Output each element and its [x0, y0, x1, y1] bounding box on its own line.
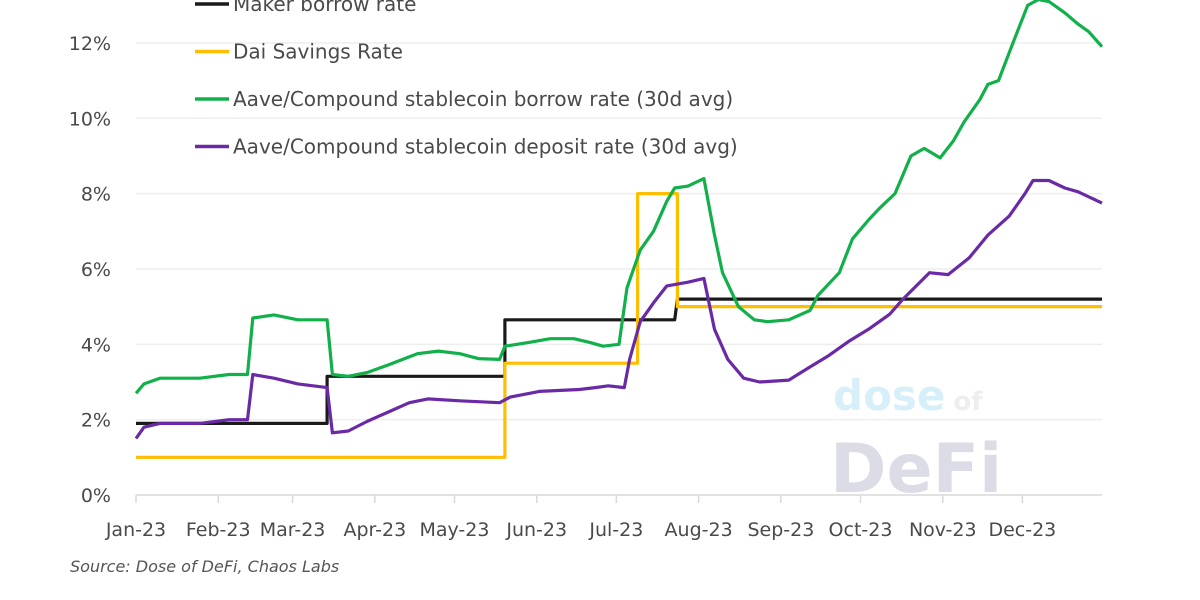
gridlines — [136, 42, 1102, 421]
legend-label: Dai Savings Rate — [233, 40, 403, 64]
series-line-4 — [134, 178, 1103, 440]
x-tick-label: Jan-23 — [105, 519, 166, 541]
y-tick-label: 8% — [81, 184, 111, 206]
x-tick-label: Jun-23 — [505, 519, 567, 541]
series-line-3 — [134, 0, 1104, 395]
watermark-of: of — [953, 387, 983, 417]
series-line-2 — [136, 192, 1102, 459]
y-tick-label: 2% — [81, 410, 111, 432]
watermark-defi: DeFi — [830, 430, 1002, 509]
legend-label: Aave/Compound stablecoin borrow rate (30… — [233, 87, 733, 111]
x-tick-label: Nov-23 — [909, 519, 977, 541]
x-tick-label: Apr-23 — [344, 519, 407, 541]
x-tick-label: May-23 — [419, 519, 489, 541]
legend-label: Maker borrow rate — [233, 0, 416, 16]
watermark-line1: dose of — [833, 371, 983, 420]
series-lines — [134, 0, 1104, 459]
x-tick-label: Aug-23 — [665, 519, 733, 541]
x-tick-label: Oct-23 — [829, 519, 893, 541]
y-tick-label: 12% — [69, 33, 111, 55]
x-axis: Jan-23 Feb-23 Mar-23 Apr-23 May-23 Jun-23 Jul-… — [105, 494, 1102, 541]
y-tick-label: 4% — [81, 334, 111, 356]
legend-label: Aave/Compound stablecoin deposit rate (3… — [233, 135, 738, 159]
y-tick-label: 0% — [81, 485, 111, 507]
watermark-logo: dose of DeFi — [830, 371, 1002, 509]
source-note: Source: Dose of DeFi, Chaos Labs — [70, 557, 340, 576]
x-tick-label: Jul-23 — [588, 519, 643, 541]
watermark-dose: dose — [833, 371, 945, 420]
x-tick-label: Dec-23 — [988, 519, 1056, 541]
y-axis: 0% 2% 4% 6% 8% 10% 12% — [69, 33, 111, 507]
x-tick-label: Sep-23 — [747, 519, 814, 541]
y-tick-label: 10% — [69, 108, 111, 130]
y-tick-label: 6% — [81, 259, 111, 281]
x-tick-label: Mar-23 — [260, 519, 326, 541]
legend: Maker borrow rate Dai Savings Rate Aave/Co… — [195, 0, 738, 159]
x-tick-label: Feb-23 — [186, 519, 251, 541]
